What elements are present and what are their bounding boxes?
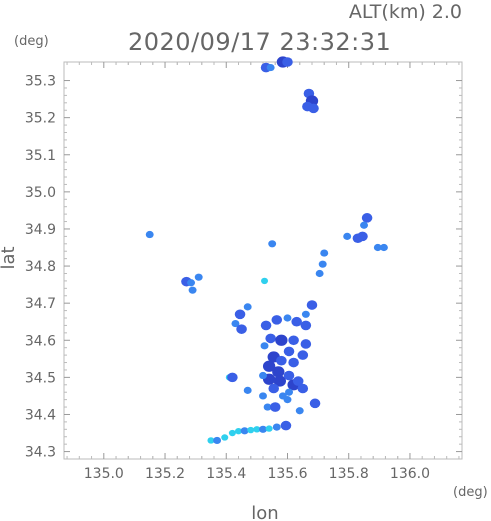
lon-tick-group: 135.0 135.2 135.4 135.6 135.8 136.0 [66,62,460,482]
lon-tick-label: 135.4 [206,466,246,482]
echo-cell-strong [234,309,246,320]
echo-cell-strong [297,350,309,360]
lat-tick-label: 34.4 [25,407,56,423]
echo-cell-strong [280,420,292,431]
lat-tick-label: 35.2 [25,111,56,127]
echo-cell-strong [282,57,293,67]
echo-cell-light [247,426,255,434]
echo-cell-medium [145,230,154,239]
y-axis-label: lat [0,246,19,269]
echo-cell-medium [260,342,269,350]
echo-cell-strong [265,333,276,344]
altitude-label: ALT(km) 2.0 [349,1,462,23]
echo-cell-light [261,277,269,285]
echo-cell-strong [297,383,309,394]
echo-cell-medium [266,63,275,72]
echo-cell-strong [306,300,318,310]
echo-cell-strong [291,316,302,327]
echo-cell-medium [263,403,272,411]
echo-cell-medium [243,386,252,394]
echo-cell-strong [236,324,247,334]
lon-tick-label: 135.0 [84,466,124,482]
echo-cell-strong [269,402,281,412]
echo-cell-medium [343,232,352,240]
echo-cell-medium [360,221,368,229]
echo-cell-medium [301,310,310,318]
echo-cell-light [253,426,261,433]
echo-cell-medium [259,371,267,380]
echo-cell-light [221,434,229,441]
echo-cell-strong [268,383,279,394]
echo-cell-medium [240,427,249,435]
echo-cell-medium [320,249,329,257]
echo-cell-medium [187,279,196,287]
echo-cell-strong [292,376,304,386]
y-unit-label: (deg) [14,34,49,49]
echo-cell-medium [259,392,267,400]
echo-cell-light [207,437,215,444]
echo-cell-strong [288,357,299,368]
echo-cell-strongest [273,375,286,387]
timestamp-label: 2020/09/17 23:32:31 [128,28,391,56]
echo-cell-strongest [275,334,288,346]
echo-cell-medium [283,396,292,404]
lat-tick-label: 35.3 [25,74,56,90]
echo-cell-medium [194,273,203,281]
lat-tick-label: 34.9 [25,222,56,238]
lat-tick-label: 35.0 [25,185,56,201]
echo-cell-medium [213,436,222,445]
echo-cell-strong [288,335,299,346]
lat-tick-label: 35.1 [25,148,56,164]
echo-cell-strong [283,370,295,381]
echo-cell-light [228,429,236,437]
lon-tick-label: 135.8 [329,466,369,482]
lon-tick-label: 136.0 [390,466,430,482]
echo-layer [145,56,388,445]
echo-cell-strong [283,346,295,357]
lat-tick-label: 34.5 [25,370,56,386]
lat-tick-label: 34.3 [25,445,56,461]
echo-cell-medium [243,303,252,311]
echo-cell-medium [373,243,382,252]
echo-cell-strong [352,233,364,244]
echo-cell-strongest [262,360,276,372]
echo-cell-medium [259,425,267,433]
echo-cell-medium [379,243,388,252]
echo-cell-strong [276,355,287,366]
echo-cell-strong [300,320,312,331]
echo-cell-strong [271,315,283,325]
echo-cell-medium [272,423,281,431]
echo-cell-medium [283,314,292,322]
echo-cell-light [265,425,273,432]
lat-tick-label: 34.6 [25,333,56,349]
echo-cell-strong [361,213,373,223]
echo-cell-strongest [272,366,285,378]
echo-cell-medium [318,260,327,268]
lat-tick-group: 35.3 35.2 35.1 35.0 34.9 34.8 34.7 34.6 34.5 34.4… [25,74,462,461]
lon-tick-label: 135.2 [145,466,185,482]
echo-cell-medium [268,240,277,248]
echo-cell-medium [188,286,197,294]
x-unit-label: (deg) [453,485,488,500]
echo-cell-strong [309,398,321,409]
echo-cell-strong [300,339,312,349]
echo-cell-light [234,427,243,435]
echo-cell-medium [285,388,293,396]
echo-cell-strong [227,372,238,383]
lat-tick-label: 34.7 [25,296,56,312]
echo-cell-medium [231,319,240,328]
echo-cell-strong [308,103,319,114]
echo-cell-medium [315,269,324,278]
echo-cell-medium [295,407,304,415]
x-axis-label: lon [251,503,278,521]
lat-tick-label: 34.8 [25,259,56,275]
lon-tick-label: 135.6 [267,466,307,482]
echo-cell-strong [260,320,272,331]
